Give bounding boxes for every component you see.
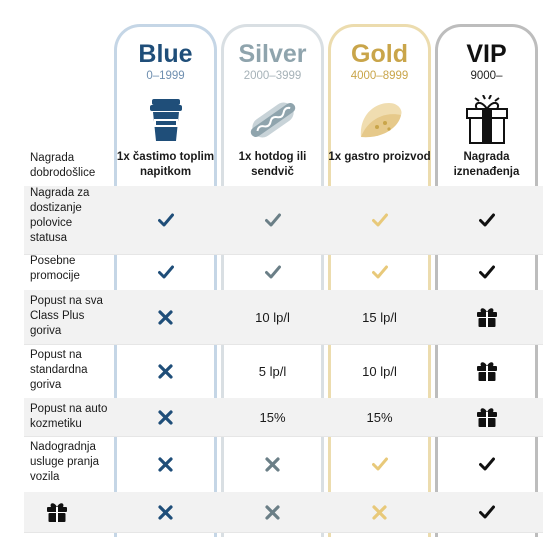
cross-icon [328, 492, 431, 532]
benefit-label: Nadogradnja usluge pranja vozila [30, 441, 100, 483]
tier-range-gold: 4000–8999 [350, 70, 409, 82]
benefit-label: Nagrada za dostizanje polovice statusa [30, 187, 90, 244]
tier-name-vip: VIP [466, 40, 507, 68]
cross-icon [114, 344, 217, 398]
check-icon [221, 186, 324, 254]
benefit-label: Popust na sva Class Plus goriva [30, 295, 103, 337]
welcome-reward-gold: 1x gastro proizvod [328, 151, 431, 163]
benefit-label: Posebne promocije [30, 255, 80, 282]
check-icon [328, 254, 431, 290]
cross-icon [221, 492, 324, 532]
cross-icon [221, 436, 324, 492]
benefit-value-silver: 5 lp/l [258, 363, 287, 379]
check-icon [435, 254, 538, 290]
welcome-reward-blue: 1x častimo toplim napitkom [116, 151, 215, 178]
tier-name-blue: Blue [138, 40, 193, 68]
welcome-reward-vip: Nagrada iznenađenja [453, 151, 520, 178]
gift-icon [435, 344, 538, 398]
cross-icon [114, 290, 217, 344]
row-divider [24, 344, 543, 345]
check-icon [435, 186, 538, 254]
check-icon [435, 436, 538, 492]
welcome-reward-label: Nagrada dobrodošlice [30, 152, 96, 179]
benefit-label: Popust na standardna goriva [30, 349, 88, 391]
taco-icon [328, 92, 431, 148]
tier-name-silver: Silver [238, 40, 307, 68]
row-background [24, 398, 543, 436]
row-background [24, 290, 543, 344]
tier-frame-silver [221, 24, 324, 537]
gift-icon [435, 290, 538, 344]
hotdog-icon [221, 92, 324, 148]
benefit-value-gold: 10 lp/l [362, 363, 397, 379]
check-icon [328, 186, 431, 254]
benefit-value-gold: 15 lp/l [362, 309, 397, 325]
benefit-value-silver: 15% [259, 409, 286, 425]
benefit-value-silver: 10 lp/l [255, 309, 290, 325]
tier-range-silver: 2000–3999 [243, 70, 302, 82]
cross-icon [114, 492, 217, 532]
row-background [24, 186, 543, 254]
check-icon [328, 436, 431, 492]
tier-range-vip: 9000– [470, 70, 503, 82]
check-icon [114, 254, 217, 290]
welcome-reward-silver: 1x hotdog ili sendvič [238, 151, 307, 178]
tier-name-gold: Gold [351, 40, 408, 68]
row-divider [24, 254, 543, 255]
row-background [24, 492, 543, 532]
tier-frame-gold [328, 24, 431, 537]
tier-frame-blue [114, 24, 217, 537]
row-divider [24, 532, 543, 533]
cross-icon [114, 436, 217, 492]
check-icon [435, 492, 538, 532]
check-icon [114, 186, 217, 254]
gift-icon [435, 398, 538, 436]
benefit-value-gold: 15% [366, 409, 393, 425]
tier-range-blue: 0–1999 [146, 70, 185, 82]
row-divider [24, 436, 543, 437]
gift-box-icon [435, 92, 538, 148]
gift-icon [46, 501, 68, 528]
benefit-label: Popust na auto kozmetiku [30, 403, 108, 430]
check-icon [221, 254, 324, 290]
tier-frame-vip [435, 24, 538, 537]
cross-icon [114, 398, 217, 436]
coffee-cup-icon [114, 92, 217, 148]
